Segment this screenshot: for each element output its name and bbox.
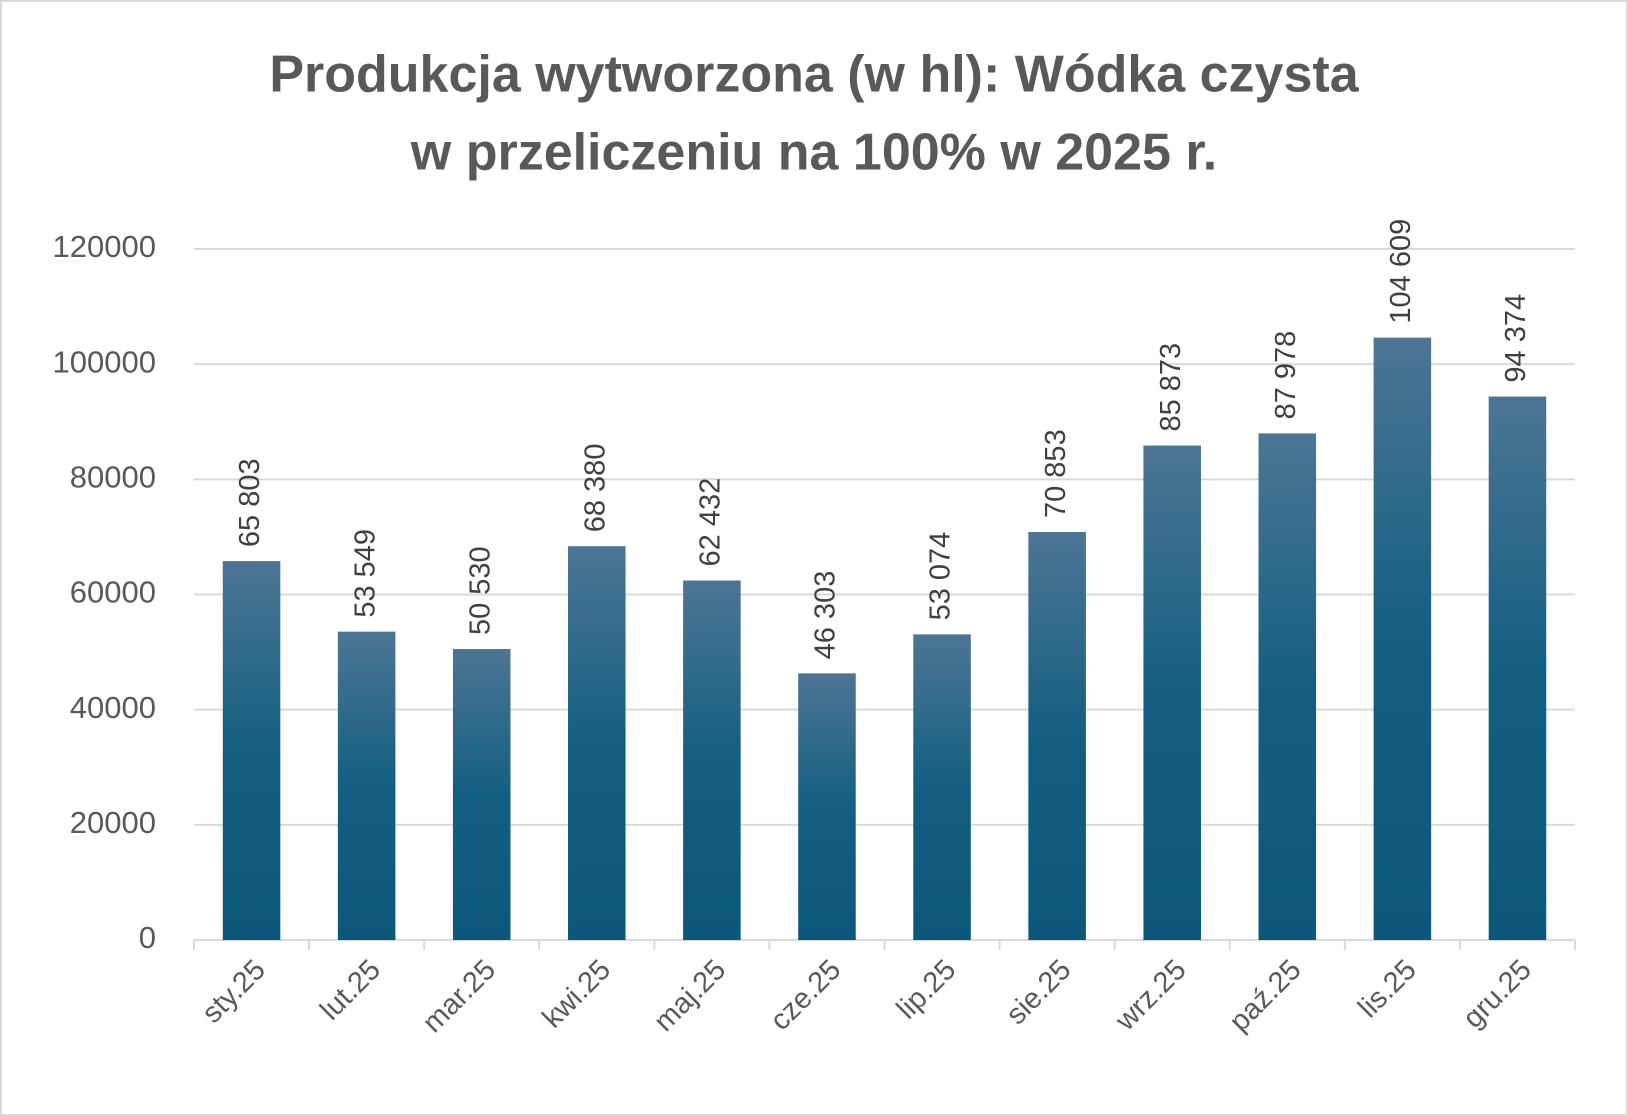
value-label: 94 374: [1500, 294, 1532, 383]
value-label: 70 853: [1040, 429, 1072, 518]
bar: [798, 673, 856, 940]
bar: [568, 546, 626, 940]
y-tick-label: 40000: [70, 690, 156, 725]
y-tick-label: 0: [139, 920, 156, 955]
y-tick-label: 80000: [70, 460, 156, 495]
value-label: 68 380: [579, 444, 611, 533]
bar: [913, 634, 971, 940]
bar: [683, 580, 741, 940]
chart-title: w przeliczeniu na 100% w 2025 r.: [410, 124, 1217, 182]
value-label: 50 530: [464, 546, 496, 635]
value-label: 104 609: [1385, 219, 1417, 324]
bar: [1143, 445, 1201, 940]
y-tick-label: 100000: [53, 344, 156, 379]
bar: [1028, 532, 1086, 940]
bar: [1258, 433, 1317, 940]
bar: [452, 649, 511, 940]
value-label: 53 074: [925, 532, 957, 621]
bar: [222, 561, 281, 940]
y-tick-label: 60000: [70, 575, 156, 610]
bar: [1373, 337, 1432, 941]
value-label: 53 549: [349, 529, 381, 618]
value-label: 87 978: [1270, 331, 1302, 420]
y-tick-label: 120000: [53, 229, 156, 264]
bar: [1488, 396, 1547, 940]
bar: [337, 631, 396, 940]
chart-title: Produkcja wytworzona (w hl): Wódka czyst…: [269, 46, 1359, 104]
value-label: 46 303: [810, 571, 842, 660]
y-tick-label: 20000: [70, 805, 156, 840]
value-label: 65 803: [234, 458, 266, 547]
value-label: 85 873: [1155, 343, 1187, 432]
value-label: 62 432: [695, 478, 727, 567]
